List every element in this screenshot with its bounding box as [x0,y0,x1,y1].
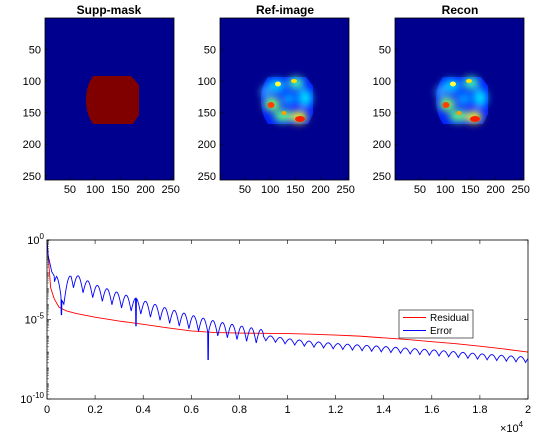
x-tick-label: 50 [239,184,251,196]
panel-supp-mask: Supp-mask 50 100 150 200 250 50 100 150 200 250 [23,3,180,196]
x-tick-label: 1.4 [376,404,391,416]
x-tick-label: 0.8 [232,404,247,416]
panel-ref-image: Ref-image [198,3,355,196]
panel-title-supp-mask: Supp-mask [77,3,142,17]
x-tick-label: 250 [512,184,530,196]
y-tick-label: 150 [198,108,216,120]
y-tick-label: 250 [198,171,216,183]
x-tick-label: 200 [311,184,329,196]
legend-error-label: Error [430,326,453,337]
y-tick-label: 50 [29,44,41,56]
x-tick-label: 150 [461,184,479,196]
y-axis-ticks: 100 10-5 10-10 [20,232,528,406]
x-tick-label: 250 [162,184,180,196]
x-tick-label: 0.4 [136,404,151,416]
series-residual-line [47,240,528,353]
axis-ticks-recon: 50 100 150 200 250 50 100 150 200 250 [373,44,530,196]
x-tick-label: 100 [436,184,454,196]
x-tick-label: 100 [86,184,104,196]
series-error-line [47,240,528,364]
axis-ticks-ref-image: 50 100 150 200 250 50 100 150 200 250 [198,44,355,196]
y-tick-label: 200 [23,139,41,151]
x-tick-label: 50 [414,184,426,196]
x-tick-label: 1 [284,404,290,416]
x-tick-label: 2 [525,404,531,416]
y-tick-label: 100 [23,76,41,88]
ref-image-heatmap [261,77,313,124]
y-tick-label: 100 [198,76,216,88]
x-tick-label: 0 [44,404,50,416]
y-tick-label: 100 [373,76,391,88]
x-multiplier: ×104 [500,420,524,435]
x-tick-label: 200 [486,184,504,196]
x-tick-label: 250 [337,184,355,196]
legend: Residual Error [398,309,474,339]
y-tick-label: 250 [23,171,41,183]
axis-ticks-supp-mask: 50 100 150 200 250 50 100 150 200 250 [23,44,180,196]
y-tick-label: 150 [373,108,391,120]
convergence-plot: 0 0.2 0.4 0.6 0.8 1 1.2 1.4 1.6 1.8 2 100 10-5 10-10… [20,232,531,435]
recon-frame [394,17,525,181]
y-tick-label: 200 [373,139,391,151]
x-tick-label: 150 [286,184,304,196]
x-axis-ticks: 0 0.2 0.4 0.6 0.8 1 1.2 1.4 1.6 1.8 2 [44,240,531,416]
x-tick-label: 1.6 [424,404,439,416]
y-tick-label: 10-5 [25,312,45,327]
x-tick-label: 1.2 [328,404,343,416]
y-tick-label: 50 [379,44,391,56]
ref-image-frame [219,17,350,181]
x-tick-label: 150 [111,184,129,196]
panel-recon: Recon [373,3,530,196]
y-tick-label: 100 [27,232,44,247]
y-tick-label: 150 [23,108,41,120]
x-tick-label: 100 [261,184,279,196]
legend-residual-label: Residual [430,313,469,324]
panel-title-recon: Recon [442,3,479,17]
recon-heatmap [436,77,488,124]
panel-title-ref-image: Ref-image [256,3,314,17]
y-tick-label: 50 [204,44,216,56]
x-tick-label: 0.2 [87,404,102,416]
y-tick-label: 250 [373,171,391,183]
legend-box [398,309,474,339]
y-tick-label: 10-10 [20,391,44,406]
supp-mask-region [86,76,139,124]
x-tick-label: 200 [136,184,154,196]
x-tick-label: 1.8 [472,404,487,416]
x-tick-label: 0.6 [184,404,199,416]
supp-mask-frame [44,17,175,181]
y-tick-label: 200 [198,139,216,151]
x-tick-label: 50 [64,184,76,196]
